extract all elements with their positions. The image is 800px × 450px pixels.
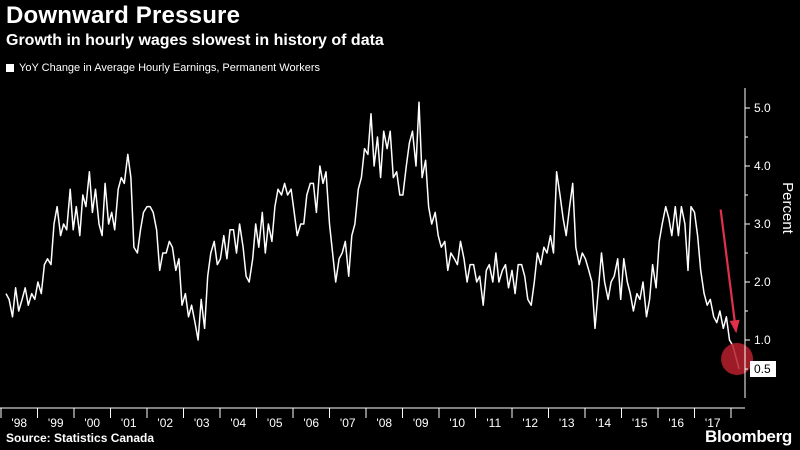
y-axis-title: Percent [779,182,796,235]
x-axis: '98 '99 '00 '01 '02 '03 '04 '05 '06 '07 '08 '09 '10 '… [0,407,745,430]
source-note: Source: Statistics Canada [6,431,155,445]
x-tick-label: '12 [522,416,538,430]
x-tick-label: '11 [486,416,501,430]
y-tick-label: 3.0 [754,217,771,231]
y-tick-label: 1.0 [754,333,771,347]
legend-label: YoY Change in Average Hourly Earnings, P… [19,62,321,74]
x-tick-label: '17 [705,416,721,430]
x-tick-label: '08 [376,416,392,430]
x-tick-label: '10 [449,416,465,430]
x-tick-label: '99 [48,416,64,430]
x-tick-label: '98 [11,416,27,430]
last-value-box [750,361,776,377]
x-tick-label: '05 [267,416,283,430]
x-tick-label: '00 [84,416,100,430]
series-line [5,101,740,370]
x-tick-label: '04 [230,416,246,430]
highlight-layer [721,343,754,375]
highlight-circle [721,343,754,375]
chart-subtitle: Growth in hourly wages slowest in histor… [6,32,384,49]
series-layer [5,101,740,370]
x-tick-label: '16 [668,416,684,430]
legend-swatch [6,64,14,72]
x-tick-label: '14 [595,416,611,430]
x-tick-label: '03 [194,416,210,430]
x-tick-label: '07 [340,416,356,430]
brand-logo: Bloomberg [704,427,792,446]
y-tick-label: 5.0 [754,101,771,115]
y-tick-label: 2.0 [754,275,771,289]
legend: YoY Change in Average Hourly Earnings, P… [6,62,320,74]
trend-arrow-shaft [719,209,738,332]
y-axis: 1.0 2.0 3.0 4.0 5.0 0.5 [744,88,776,398]
annotation-layer [719,209,740,334]
x-tick-label: '13 [559,416,575,430]
x-tick-label: '01 [121,416,137,430]
chart-title: Downward Pressure [6,2,241,29]
last-value-label: 0.5 [754,362,771,376]
trend-arrow-head [729,319,740,334]
x-tick-label: '09 [413,416,429,430]
y-tick-label: 4.0 [754,159,771,173]
x-tick-label: '06 [303,416,319,430]
x-tick-label: '02 [157,416,173,430]
x-tick-label: '15 [632,416,648,430]
